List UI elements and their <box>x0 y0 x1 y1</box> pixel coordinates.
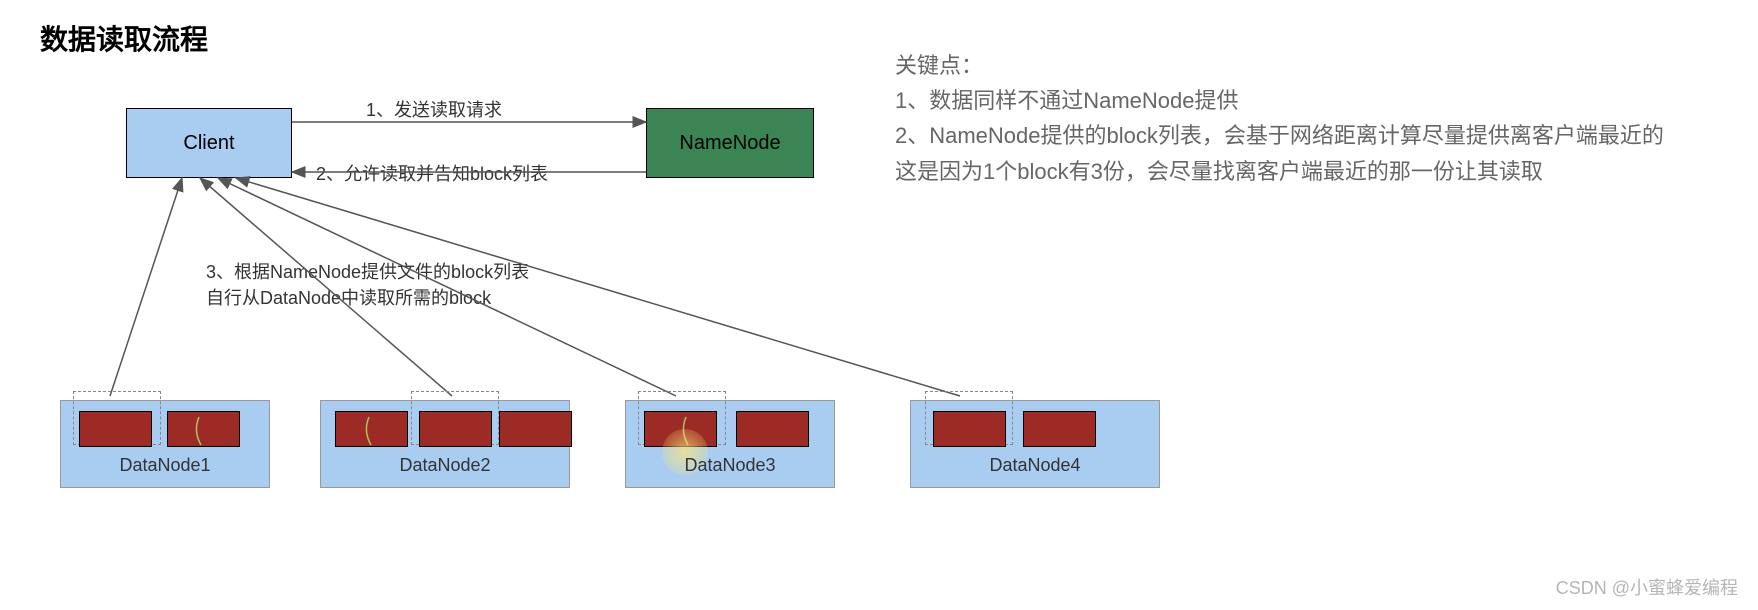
namenode-label: NameNode <box>679 132 780 155</box>
datanode-3: DataNode3 <box>625 400 835 488</box>
namenode-node: NameNode <box>646 108 814 178</box>
data-block <box>79 411 152 447</box>
data-block <box>736 411 809 447</box>
arrow-label-2: 2、允许读取并告知block列表 <box>316 160 548 186</box>
client-node: Client <box>126 108 292 178</box>
step3-line2: 自行从DataNode中读取所需的block <box>206 284 529 310</box>
datanode-label: DataNode2 <box>399 455 490 476</box>
block-mark-icon <box>191 415 211 449</box>
watermark: CSDN @小蜜蜂爱编程 <box>1556 574 1738 600</box>
datanode-label: DataNode4 <box>989 455 1080 476</box>
data-block <box>499 411 572 447</box>
block-mark-icon <box>361 415 381 449</box>
datanode-label: DataNode3 <box>684 455 775 476</box>
note-line: 1、数据同样不通过NameNode提供 <box>895 83 1705 118</box>
step3-line1: 3、根据NameNode提供文件的block列表 <box>206 258 529 284</box>
data-block <box>1023 411 1096 447</box>
note-line: 这是因为1个block有3份，会尽量找离客户端最近的那一份让其读取 <box>895 154 1705 189</box>
data-block <box>419 411 492 447</box>
note-line: 关键点： <box>895 48 1705 83</box>
note-line: 2、NameNode提供的block列表，会基于网络距离计算尽量提供离客户端最近… <box>895 118 1705 153</box>
datanode-1: DataNode1 <box>60 400 270 488</box>
arrow-label-1: 1、发送读取请求 <box>366 96 502 122</box>
datanode-4: DataNode4 <box>910 400 1160 488</box>
datanode-2: DataNode2 <box>320 400 570 488</box>
diagram-title: 数据读取流程 <box>40 18 208 58</box>
step3-label: 3、根据NameNode提供文件的block列表 自行从DataNode中读取所… <box>206 258 529 310</box>
datanode-label: DataNode1 <box>119 455 210 476</box>
data-block <box>933 411 1006 447</box>
key-points-notes: 关键点：1、数据同样不通过NameNode提供2、NameNode提供的bloc… <box>895 48 1705 189</box>
client-label: Client <box>183 132 234 155</box>
